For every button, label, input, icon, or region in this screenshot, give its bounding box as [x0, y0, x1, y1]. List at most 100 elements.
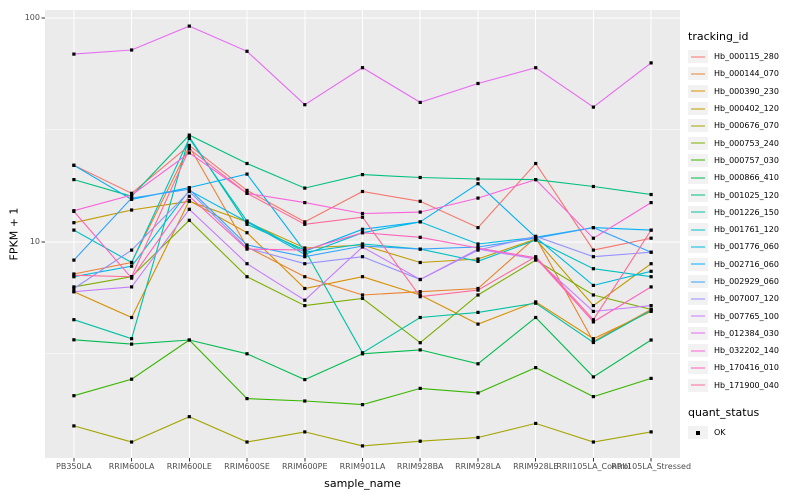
data-point [303, 248, 307, 252]
data-point [360, 403, 365, 407]
data-point [130, 315, 134, 320]
data-point [591, 340, 595, 345]
data-point [418, 175, 422, 180]
data-point [591, 320, 595, 324]
legend-color-line [691, 56, 705, 58]
y-tick-label: 10 [29, 237, 40, 246]
legend-key-line-icon [688, 257, 708, 271]
legend-label: Hb_002716_060 [714, 259, 779, 269]
legend-key-line-icon [688, 240, 708, 254]
data-point [649, 250, 653, 254]
legend-key-line-icon [688, 309, 708, 323]
legend-label: Hb_007007_120 [714, 294, 779, 304]
data-point [534, 234, 538, 238]
data-point [72, 394, 76, 398]
data-point [360, 444, 365, 448]
data-point [418, 100, 422, 104]
data-point [591, 440, 595, 444]
legend-color-line [691, 350, 705, 352]
legend-item-Hb_001776_060: Hb_001776_060 [688, 238, 798, 255]
legend-label: Hb_007765_100 [714, 311, 779, 321]
legend-label: Hb_000866_410 [714, 173, 779, 183]
legend-color-line [691, 142, 705, 144]
data-point [591, 236, 595, 240]
data-point [360, 255, 365, 259]
data-point [418, 260, 422, 265]
x-tick-label: RRII105LA_Control [556, 462, 631, 471]
data-point [245, 222, 249, 226]
legend-key-line-icon [688, 102, 708, 116]
legend-key-point-icon [688, 426, 708, 440]
data-point [187, 218, 191, 222]
data-point [360, 189, 365, 194]
legend-label: Hb_002929_060 [714, 277, 779, 286]
data-point [245, 440, 249, 444]
legend-label: Hb_000390_230 [714, 86, 779, 96]
data-point [130, 191, 134, 195]
data-point [649, 285, 653, 289]
legend-title-tracking-id: tracking_id [688, 30, 749, 43]
data-point [534, 315, 538, 320]
legend-key-line-icon [688, 326, 708, 340]
data-point [649, 236, 653, 240]
data-point [418, 290, 422, 294]
data-point [245, 397, 249, 401]
legend-color-line [691, 229, 705, 231]
data-point [418, 315, 422, 320]
legend-item-quant-OK: OK [688, 424, 798, 441]
data-point [360, 293, 365, 297]
data-point [187, 338, 191, 342]
data-point [72, 163, 76, 167]
legend-item-Hb_001761_120: Hb_001761_120 [688, 221, 798, 238]
data-point [187, 207, 191, 211]
data-point [418, 220, 422, 224]
legend-items-tracking-id: Hb_000115_280 Hb_000144_070 Hb_000390_230 H… [688, 48, 798, 394]
legend-label: Hb_000753_240 [714, 138, 779, 148]
legend-key-line-icon [688, 119, 708, 133]
data-point [591, 248, 595, 252]
legend-item-Hb_000390_230: Hb_000390_230 [688, 83, 798, 100]
data-point [303, 378, 307, 382]
legend-item-Hb_000402_120: Hb_000402_120 [688, 100, 798, 117]
data-point [649, 192, 653, 197]
data-point [360, 275, 365, 279]
data-point [418, 293, 422, 297]
data-point [303, 186, 307, 190]
data-point [130, 440, 134, 444]
data-point [360, 173, 365, 177]
data-point [72, 318, 76, 322]
legend-key-line-icon [688, 361, 708, 375]
data-point [72, 286, 76, 291]
data-point [534, 161, 538, 166]
data-point [72, 273, 76, 277]
data-point [476, 246, 480, 250]
data-point [591, 395, 595, 399]
data-point [303, 262, 307, 266]
legend-color-line [691, 315, 705, 317]
legend-item-Hb_012384_030: Hb_012384_030 [688, 325, 798, 342]
data-point [303, 275, 307, 279]
data-point [591, 267, 595, 271]
legend-color-line [691, 90, 705, 92]
legend-key-line-icon [688, 67, 708, 81]
x-tick-label: RRIM901LA [339, 462, 386, 471]
data-point [649, 269, 653, 273]
legend-key-line-icon [688, 223, 708, 237]
legend-color-line [691, 73, 705, 75]
data-point [418, 247, 422, 251]
x-tick-label: RRIM600SE [224, 462, 270, 471]
data-point [476, 257, 480, 261]
data-point [187, 133, 191, 137]
data-point [591, 226, 595, 230]
data-point [187, 24, 191, 28]
legend-label: Hb_000144_070 [714, 69, 779, 79]
data-point [476, 226, 480, 230]
data-point [303, 430, 307, 434]
data-point [303, 220, 307, 224]
data-point [418, 235, 422, 239]
data-point [187, 151, 191, 155]
legend-key-line-icon [688, 84, 708, 98]
data-point [534, 255, 538, 259]
data-point [303, 246, 307, 250]
data-point [534, 178, 538, 182]
